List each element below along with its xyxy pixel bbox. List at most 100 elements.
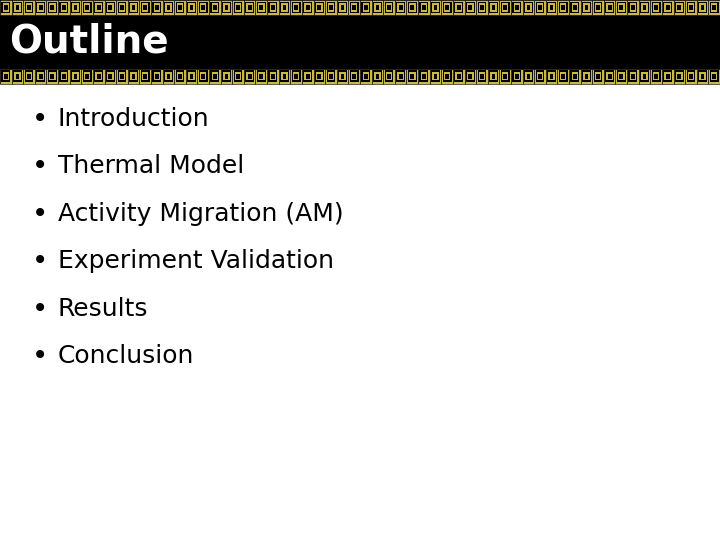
Bar <box>643 74 647 78</box>
Bar <box>1 2 10 14</box>
Bar <box>338 2 347 14</box>
Bar <box>650 69 662 84</box>
Bar <box>525 3 531 12</box>
Bar <box>523 69 534 84</box>
Bar <box>630 72 636 80</box>
Bar <box>23 69 35 84</box>
Bar <box>585 74 588 78</box>
Bar <box>513 3 520 12</box>
Bar <box>454 2 463 14</box>
Bar <box>487 0 500 15</box>
Bar <box>606 72 613 80</box>
Bar <box>583 72 590 80</box>
Bar <box>62 74 66 78</box>
Bar <box>337 0 348 15</box>
Bar <box>596 5 600 10</box>
Bar <box>525 72 531 80</box>
Bar <box>604 69 616 84</box>
Bar <box>422 74 426 78</box>
Bar <box>431 70 440 82</box>
Bar <box>569 0 580 15</box>
Bar <box>582 70 591 82</box>
Bar <box>467 3 474 12</box>
Bar <box>373 2 382 14</box>
Bar <box>49 3 55 12</box>
Text: •: • <box>32 342 48 370</box>
Bar <box>616 69 627 84</box>
Bar <box>189 3 195 12</box>
Bar <box>583 3 590 12</box>
Bar <box>166 5 170 10</box>
Bar <box>593 0 604 15</box>
Bar <box>164 2 173 14</box>
Bar <box>212 3 218 12</box>
Bar <box>234 2 243 14</box>
Bar <box>619 74 623 78</box>
Bar <box>37 72 44 80</box>
Bar <box>580 0 593 15</box>
Bar <box>384 70 393 82</box>
Bar <box>269 70 277 82</box>
Bar <box>83 70 91 82</box>
Bar <box>189 72 195 80</box>
Bar <box>248 74 251 78</box>
Bar <box>50 74 54 78</box>
Bar <box>562 5 565 10</box>
Bar <box>109 74 112 78</box>
Bar <box>96 3 102 12</box>
Bar <box>176 3 184 12</box>
Bar <box>235 3 241 12</box>
Bar <box>364 5 368 10</box>
Bar <box>163 0 174 15</box>
Bar <box>96 72 102 80</box>
Bar <box>282 3 288 12</box>
Bar <box>433 74 437 78</box>
Bar <box>302 69 313 84</box>
Bar <box>582 2 591 14</box>
Bar <box>557 0 569 15</box>
Bar <box>85 5 89 10</box>
Bar <box>270 3 276 12</box>
Bar <box>698 70 707 82</box>
Bar <box>106 2 114 14</box>
Bar <box>663 70 672 82</box>
Bar <box>306 5 310 10</box>
Bar <box>280 2 289 14</box>
Bar <box>233 0 244 15</box>
Bar <box>352 5 356 10</box>
Bar <box>363 72 369 80</box>
Bar <box>176 72 184 80</box>
Bar <box>236 5 240 10</box>
Bar <box>93 69 104 84</box>
Bar <box>618 72 624 80</box>
Bar <box>153 70 161 82</box>
Bar <box>39 74 42 78</box>
Bar <box>50 5 54 10</box>
Bar <box>559 70 567 82</box>
Bar <box>685 0 697 15</box>
Bar <box>457 74 461 78</box>
Bar <box>244 69 256 84</box>
Bar <box>420 3 427 12</box>
Bar <box>631 5 635 10</box>
Bar <box>315 2 324 14</box>
Bar <box>176 70 184 82</box>
Bar <box>341 5 344 10</box>
Bar <box>325 69 337 84</box>
Bar <box>420 70 428 82</box>
Bar <box>351 3 357 12</box>
Bar <box>316 3 323 12</box>
Bar <box>60 72 67 80</box>
Bar <box>259 5 263 10</box>
Bar <box>140 69 151 84</box>
Bar <box>338 70 347 82</box>
Bar <box>200 72 207 80</box>
Bar <box>178 5 182 10</box>
Bar <box>16 74 19 78</box>
Bar <box>580 69 593 84</box>
Bar <box>408 70 417 82</box>
Bar <box>36 2 45 14</box>
Bar <box>594 70 603 82</box>
Bar <box>71 2 80 14</box>
Bar <box>666 5 670 10</box>
